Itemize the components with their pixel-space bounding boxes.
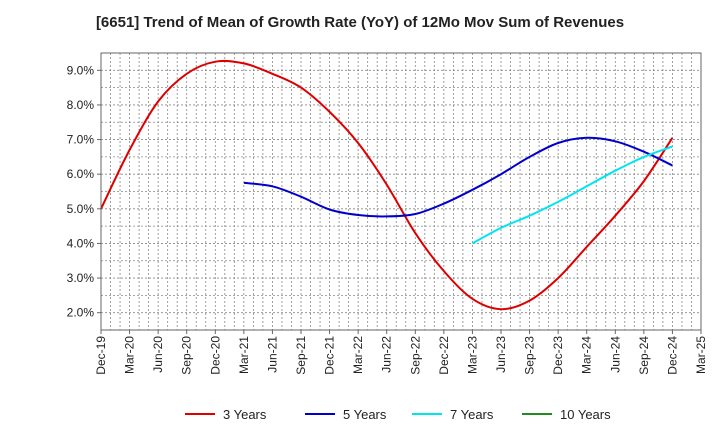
y-tick-label: 2.0% xyxy=(67,306,95,320)
y-axis: 2.0% 3.0% 4.0% 5.0% 6.0% 7.0% 8.0% 9.0% xyxy=(67,63,101,320)
x-tick-label: Mar-25 xyxy=(694,336,708,374)
x-tick-label: Jun-24 xyxy=(608,336,622,373)
x-tick-label: Sep-22 xyxy=(408,336,422,375)
legend-label-10-years: 10 Years xyxy=(560,407,611,422)
x-tick-label: Sep-23 xyxy=(523,336,537,375)
y-tick-label: 3.0% xyxy=(67,271,95,285)
x-tick-label: Dec-19 xyxy=(94,336,108,375)
x-tick-label: Mar-22 xyxy=(351,336,365,374)
y-tick-label: 4.0% xyxy=(67,236,95,250)
series-line-5-years xyxy=(243,136,673,218)
x-tick-label: Dec-20 xyxy=(208,336,222,375)
legend-label-3-years: 3 Years xyxy=(223,407,267,422)
x-tick-label: Dec-22 xyxy=(437,336,451,375)
x-tick-label: Dec-23 xyxy=(551,336,565,375)
y-tick-label: 6.0% xyxy=(67,167,95,181)
legend-label-7-years: 7 Years xyxy=(450,407,494,422)
x-axis: Dec-19 Mar-20 Jun-20 Sep-20 Dec-20 Mar-21 Jun-… xyxy=(94,330,708,375)
y-tick-label: 7.0% xyxy=(67,133,95,147)
y-tick-label: 5.0% xyxy=(67,202,95,216)
legend-label-5-years: 5 Years xyxy=(343,407,387,422)
chart-title: [6651] Trend of Mean of Growth Rate (YoY… xyxy=(95,14,625,31)
y-tick-label: 9.0% xyxy=(67,63,95,77)
x-tick-label: Dec-24 xyxy=(665,336,679,375)
x-tick-label: Jun-23 xyxy=(494,336,508,373)
x-tick-label: Sep-24 xyxy=(637,336,651,375)
x-tick-label: Jun-21 xyxy=(265,336,279,373)
series-layer xyxy=(100,59,674,311)
legend: 3 Years 5 Years 7 Years 10 Years xyxy=(185,407,611,422)
x-tick-label: Sep-20 xyxy=(180,336,194,375)
series-line-7-years xyxy=(471,145,673,245)
plot-frame xyxy=(100,52,702,331)
x-tick-label: Jun-22 xyxy=(380,336,394,373)
x-tick-label: Mar-24 xyxy=(580,336,594,374)
x-tick-label: Mar-20 xyxy=(123,336,137,374)
series-line-3-years xyxy=(100,59,674,311)
x-tick-label: Dec-21 xyxy=(323,336,337,375)
y-tick-label: 8.0% xyxy=(67,98,95,112)
x-tick-label: Jun-20 xyxy=(151,336,165,373)
x-tick-label: Mar-23 xyxy=(465,336,479,374)
x-tick-label: Sep-21 xyxy=(294,336,308,375)
x-tick-label: Mar-21 xyxy=(237,336,251,374)
